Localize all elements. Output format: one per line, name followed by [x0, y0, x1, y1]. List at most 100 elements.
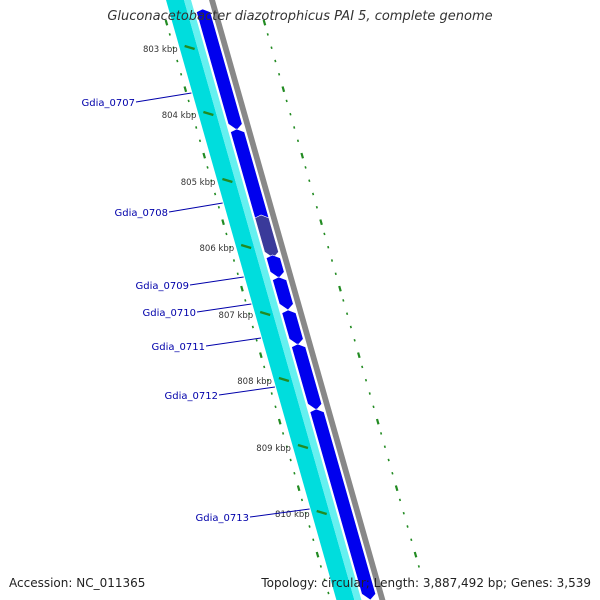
genome-backbone-strand	[209, 0, 386, 600]
outer-ring-tick	[289, 112, 292, 116]
outer-ring-tick	[357, 352, 361, 359]
inner-ring-tick	[214, 192, 217, 196]
cds-arrow	[309, 408, 377, 600]
inner-ring-tick	[300, 498, 304, 502]
outer-ring-tick	[262, 19, 267, 26]
inner-ring-tick	[210, 179, 213, 183]
cds-arrow	[291, 343, 323, 411]
gene-leader-line	[189, 276, 244, 286]
inner-ring-tick	[202, 152, 207, 159]
inner-ring-tick	[206, 166, 209, 169]
inner-ring-tick	[266, 378, 270, 382]
outer-ring-tick	[372, 405, 375, 409]
gene-label[interactable]: Gdia_0710	[143, 308, 196, 319]
inner-ring-tick	[270, 392, 273, 395]
outer-ring-tick	[327, 245, 330, 249]
inner-ring-tick	[183, 86, 188, 93]
inner-ring-tick	[229, 245, 232, 249]
outer-ring-tick	[334, 272, 337, 276]
kbp-tick-mark	[297, 443, 309, 450]
inner-ring-tick	[274, 405, 277, 409]
inner-ring-tick	[180, 72, 183, 76]
gene-label[interactable]: Gdia_0707	[82, 98, 135, 109]
inner-ring-tick	[323, 578, 326, 582]
gene-labels: Gdia_0707 Gdia_0708 Gdia_0709 Gdia_0710 Gdia…	[82, 92, 310, 524]
outer-ring-tick	[417, 565, 420, 568]
inner-ring-tick	[289, 458, 292, 462]
gene-label[interactable]: Gdia_0708	[115, 208, 168, 219]
inner-ring-tick	[315, 551, 320, 558]
kbp-tick-label: 807 kbp	[219, 311, 254, 321]
outer-ring-tick	[270, 46, 273, 50]
outer-ring-tick	[346, 312, 349, 316]
gene-backbone-light-strand	[184, 0, 362, 600]
inner-ring-tick	[176, 59, 179, 63]
inner-ring-tick	[164, 19, 169, 26]
outer-ring-tick	[368, 392, 371, 395]
inner-ring-tick	[172, 46, 175, 50]
outer-ring-tick	[387, 458, 390, 462]
inner-ring-tick	[308, 525, 311, 528]
inner-ring-tick	[293, 471, 296, 475]
gene-leader-line	[135, 92, 192, 103]
outer-ring-tick	[402, 511, 405, 515]
inner-ring-tick	[187, 99, 190, 103]
kbp-tick-label: 805 kbp	[181, 178, 216, 188]
cds-arrow	[196, 8, 243, 131]
outer-ring-tick	[413, 551, 418, 558]
cds-arrow	[272, 276, 294, 311]
inner-ring-tick	[277, 418, 282, 425]
outer-ring-tick	[266, 33, 269, 36]
scale-ticks: 803 kbp 804 kbp 805 kbp 806 kbp 807 kbp 808 k…	[143, 44, 328, 520]
outer-ring-tick	[296, 139, 300, 143]
gene-leader-line	[218, 386, 275, 396]
kbp-tick-mark	[278, 376, 290, 383]
inner-ring-tick	[240, 285, 244, 292]
outer-ring-tick	[406, 525, 409, 528]
outer-ring-tick	[308, 179, 311, 183]
outer-ring-tick	[361, 365, 364, 369]
kbp-tick-label: 809 kbp	[256, 444, 291, 454]
inner-ring-tick	[255, 338, 258, 342]
ring-tick-marks	[164, 19, 420, 595]
inner-ring-tick	[282, 432, 285, 435]
inner-ring-tick	[312, 538, 315, 542]
kbp-tick-label: 806 kbp	[200, 244, 235, 254]
accession-label: Accession: NC_011365	[9, 576, 146, 590]
kbp-tick-label: 804 kbp	[162, 111, 197, 121]
outer-ring-tick	[398, 498, 402, 502]
inner-ring-tick	[232, 259, 236, 262]
genome-title: Gluconacetobacter diazotrophicus PAI 5, …	[107, 9, 493, 24]
inner-ring-tick	[221, 219, 225, 226]
gene-label[interactable]: Gdia_0709	[136, 281, 189, 292]
inner-ring-tick	[198, 139, 202, 143]
outer-ring-tick	[338, 285, 342, 292]
inner-ring-tick	[244, 299, 247, 302]
gene-label[interactable]: Gdia_0712	[165, 391, 218, 402]
outer-ring-tick	[300, 152, 305, 159]
inner-ring-tick	[296, 485, 301, 492]
gene-label[interactable]: Gdia_0713	[196, 513, 249, 524]
gene-label[interactable]: Gdia_0711	[152, 342, 205, 353]
inner-ring-tick	[327, 591, 330, 595]
outer-ring-tick	[323, 232, 326, 236]
outer-ring-tick	[274, 59, 277, 63]
kbp-tick-mark	[203, 110, 214, 117]
gene-leader-line	[168, 202, 223, 213]
inner-ring-tick	[168, 33, 171, 36]
gene-leader-line	[205, 337, 262, 347]
outer-ring-tick	[342, 299, 345, 302]
kbp-tick-label: 803 kbp	[143, 45, 178, 55]
cds-arrow	[254, 214, 279, 259]
inner-ring-tick	[225, 232, 228, 236]
kbp-tick-label: 808 kbp	[237, 377, 272, 387]
outer-ring-tick	[330, 259, 334, 262]
outer-ring-tick	[281, 86, 286, 93]
inner-ring-tick	[248, 312, 251, 316]
gene-leader-line	[249, 508, 310, 518]
outer-ring-tick	[353, 338, 356, 342]
kbp-tick-mark	[316, 509, 328, 516]
kbp-tick-label: 810 kbp	[275, 510, 310, 520]
inner-ring-tick	[191, 112, 194, 116]
